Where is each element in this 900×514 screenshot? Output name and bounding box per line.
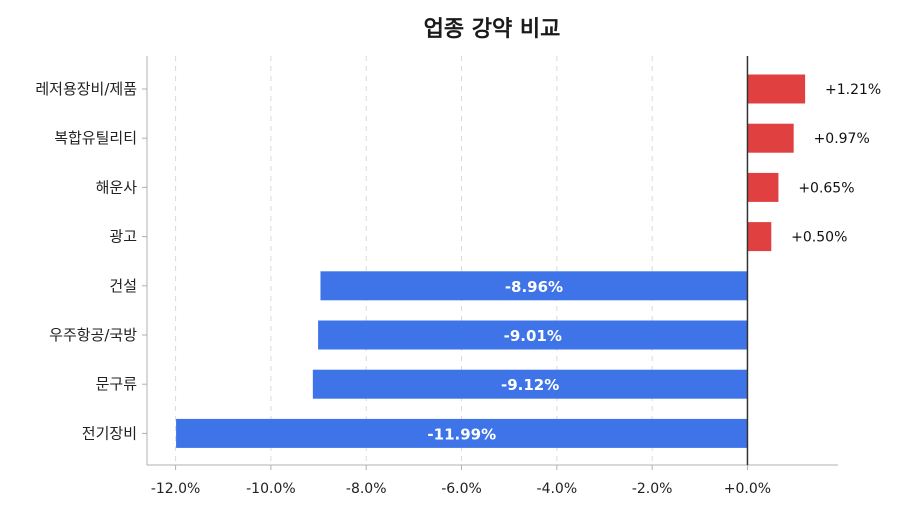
value-label: -11.99% [427, 425, 496, 443]
x-tick-label: -12.0% [151, 481, 201, 497]
value-label: -8.96% [505, 278, 563, 296]
bars [176, 74, 806, 448]
axes [142, 56, 838, 470]
value-label: +0.97% [814, 131, 870, 147]
bar-negative [176, 418, 748, 448]
value-label: -9.01% [504, 327, 562, 345]
bar-negative [320, 271, 748, 301]
category-label: 해운사 [96, 178, 138, 196]
value-label: +1.21% [825, 82, 881, 98]
bar-negative [312, 369, 748, 399]
category-label: 건설 [109, 277, 137, 295]
value-label: +0.65% [798, 180, 854, 196]
x-tick-label: -6.0% [441, 481, 482, 497]
category-label: 광고 [109, 228, 137, 246]
bar-negative [318, 320, 748, 350]
bar-positive [747, 172, 779, 202]
chart-title: 업종 강약 비교 [424, 17, 561, 42]
x-tick-label: -10.0% [246, 481, 296, 497]
grid-lines [175, 56, 653, 465]
x-tick-label: -4.0% [537, 481, 578, 497]
category-label: 문구류 [96, 375, 138, 393]
x-tick-label: -2.0% [632, 481, 673, 497]
category-label: 레저용장비/제품 [35, 80, 137, 98]
labels: -12.0% -10.0% -8.0% -6.0% -4.0% -2.0% +0.0% 레저용… [35, 80, 881, 497]
bar-positive [747, 74, 806, 104]
x-tick-label: -8.0% [346, 481, 387, 497]
value-label: +0.50% [791, 230, 847, 246]
x-tick-label: +0.0% [724, 481, 771, 497]
value-label: -9.12% [501, 376, 559, 394]
category-label: 전기장비 [82, 424, 137, 442]
bar-positive [747, 222, 772, 252]
bar-positive [747, 123, 794, 153]
category-label: 우주항공/국방 [49, 326, 137, 344]
category-label: 복합유틸리티 [54, 129, 137, 147]
